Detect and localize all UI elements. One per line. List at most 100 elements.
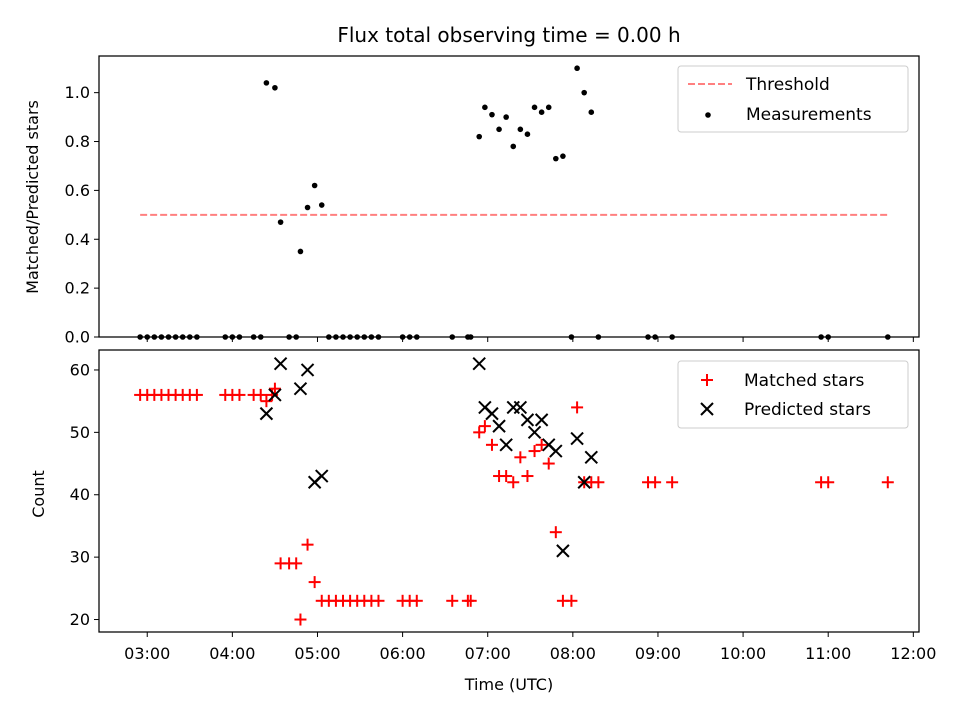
predicted-star-point bbox=[577, 475, 591, 489]
matched-star-point bbox=[372, 594, 385, 607]
matched-star-point bbox=[542, 457, 555, 470]
measurement-point bbox=[574, 65, 580, 72]
measurement-point bbox=[482, 104, 488, 111]
legend-threshold-label: Threshold bbox=[745, 75, 830, 95]
measurement-point bbox=[272, 84, 278, 91]
top-y-axis-label: Matched/Predicted stars bbox=[23, 100, 42, 294]
matched-star-point bbox=[308, 576, 321, 589]
x-tick-label: 06:00 bbox=[380, 644, 426, 663]
x-tick-label: 10:00 bbox=[720, 644, 766, 663]
matched-star-point bbox=[571, 401, 584, 414]
matched-star-point bbox=[268, 382, 281, 395]
predicted-star-point bbox=[293, 381, 308, 396]
top-x-ticks bbox=[146, 337, 914, 342]
matched-star-point bbox=[254, 388, 267, 401]
x-tick-label: 09:00 bbox=[635, 644, 681, 663]
top-y-tick-label: 1.0 bbox=[65, 83, 90, 102]
bottom-legend-box bbox=[677, 360, 909, 429]
predicted-star-point bbox=[584, 450, 598, 465]
predicted-star-point bbox=[570, 431, 584, 446]
predicted-star-point bbox=[520, 413, 535, 427]
matched-star-point bbox=[528, 445, 541, 458]
measurement-point bbox=[531, 104, 538, 111]
top-y-tick-label: 0.6 bbox=[65, 181, 90, 200]
bottom-y-tick-label: 60 bbox=[70, 360, 90, 379]
x-tick-label: 12:00 bbox=[890, 644, 936, 663]
matched-star-point bbox=[290, 557, 303, 570]
top-legend: Threshold Measurements bbox=[677, 65, 909, 133]
predicted-star-point bbox=[485, 406, 499, 421]
predicted-star-point bbox=[556, 544, 570, 558]
matched-star-point bbox=[473, 426, 486, 439]
matched-star-point bbox=[500, 470, 513, 483]
x-tick-label: 11:00 bbox=[805, 644, 851, 663]
measurement-point bbox=[545, 104, 552, 111]
matched-star-point bbox=[649, 476, 662, 489]
measurement-point bbox=[311, 182, 318, 189]
matched-star-point bbox=[464, 594, 477, 607]
bottom-legend: Matched stars Predicted stars bbox=[677, 360, 909, 429]
matched-star-point bbox=[822, 476, 835, 489]
matched-star-point bbox=[294, 613, 307, 626]
bottom-y-ticks: 20 30 40 50 60 bbox=[70, 360, 99, 629]
predicted-star-point bbox=[499, 438, 513, 452]
matched-star-point bbox=[301, 538, 314, 551]
matched-star-point bbox=[478, 420, 491, 433]
legend-measurements-label: Measurements bbox=[746, 105, 872, 125]
measurement-point bbox=[553, 155, 559, 162]
legend-matched-label: Matched stars bbox=[744, 371, 864, 391]
measurement-point bbox=[297, 248, 304, 255]
measurement-point bbox=[503, 114, 509, 120]
bottom-y-axis-label: Count bbox=[29, 470, 48, 518]
bottom-y-tick-label: 50 bbox=[70, 423, 90, 442]
predicted-star-point bbox=[315, 469, 329, 483]
measurement-point bbox=[496, 126, 502, 133]
measurement-point bbox=[304, 204, 311, 211]
legend-predicted-marker bbox=[700, 402, 714, 416]
measurement-point bbox=[263, 80, 270, 86]
bottom-plot-content bbox=[134, 357, 894, 626]
measurement-point bbox=[318, 202, 325, 208]
measurement-point bbox=[524, 131, 531, 137]
predicted-star-point bbox=[268, 388, 282, 402]
predicted-star-point bbox=[527, 425, 542, 440]
legend-measurements-marker bbox=[705, 112, 711, 118]
measurement-point bbox=[517, 126, 524, 133]
measurement-point bbox=[581, 89, 587, 96]
matched-star-point bbox=[565, 594, 578, 607]
top-axes-frame bbox=[98, 55, 920, 338]
measurement-point bbox=[510, 143, 517, 150]
matched-star-point bbox=[666, 476, 679, 489]
matched-star-point bbox=[233, 388, 246, 401]
top-legend-box bbox=[677, 65, 909, 133]
measurement-point bbox=[476, 133, 483, 140]
bottom-y-tick-label: 20 bbox=[70, 610, 90, 629]
predicted-star-point bbox=[513, 400, 528, 415]
matched-star-point bbox=[190, 388, 203, 401]
matched-star-point bbox=[881, 476, 894, 489]
measurement-point bbox=[560, 153, 566, 159]
matched-star-point bbox=[535, 438, 548, 451]
bottom-x-ticks: 03:00 04:00 05:00 06:00 07:00 08:00 09:00 10:00… bbox=[124, 632, 936, 663]
bottom-y-tick-label: 30 bbox=[70, 548, 90, 567]
x-tick-label: 03:00 bbox=[124, 644, 170, 663]
bottom-y-tick-label: 40 bbox=[70, 485, 90, 504]
x-tick-label: 07:00 bbox=[465, 644, 511, 663]
top-y-ticks: 0.0 0.2 0.4 0.6 0.8 1.0 bbox=[65, 83, 99, 347]
matched-star-point bbox=[485, 438, 498, 451]
top-y-tick-label: 0.0 bbox=[65, 328, 90, 347]
predicted-star-point bbox=[300, 363, 315, 377]
top-axes: 0.0 0.2 0.4 0.6 0.8 1.0 Matched/Predicted sta… bbox=[23, 55, 920, 347]
x-axis-label: Time (UTC) bbox=[464, 675, 553, 694]
matched-star-point bbox=[592, 476, 605, 489]
matched-star-point bbox=[549, 526, 562, 539]
matched-star-point bbox=[410, 594, 423, 607]
predicted-star-point bbox=[492, 419, 506, 433]
x-tick-label: 05:00 bbox=[294, 644, 340, 663]
top-y-tick-label: 0.4 bbox=[65, 230, 90, 249]
legend-matched-marker bbox=[701, 374, 713, 386]
predicted-star-point bbox=[273, 357, 288, 371]
predicted-star-point bbox=[549, 444, 563, 458]
predicted-star-point bbox=[534, 413, 549, 427]
